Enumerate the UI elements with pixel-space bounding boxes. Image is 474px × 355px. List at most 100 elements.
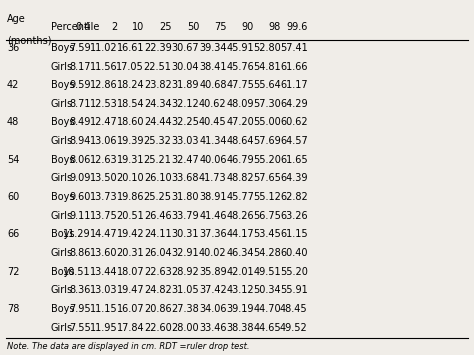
Text: 12.47: 12.47: [90, 118, 117, 127]
Text: 40.62: 40.62: [199, 99, 227, 109]
Text: 33.79: 33.79: [172, 211, 199, 221]
Text: 60.40: 60.40: [280, 248, 308, 258]
Text: 55.64: 55.64: [253, 80, 281, 90]
Text: 46.79: 46.79: [227, 155, 254, 165]
Text: 47.75: 47.75: [226, 80, 254, 90]
Text: 13.73: 13.73: [90, 192, 117, 202]
Text: 12.53: 12.53: [90, 99, 117, 109]
Text: 9.11: 9.11: [70, 211, 91, 221]
Text: 24.44: 24.44: [144, 118, 172, 127]
Text: 33.46: 33.46: [199, 323, 227, 333]
Text: 13.75: 13.75: [90, 211, 117, 221]
Text: Boys: Boys: [51, 118, 74, 127]
Text: Boys: Boys: [51, 155, 74, 165]
Text: 43.12: 43.12: [227, 285, 254, 295]
Text: 61.15: 61.15: [280, 229, 308, 239]
Text: 31.80: 31.80: [172, 192, 199, 202]
Text: 48.82: 48.82: [227, 174, 254, 184]
Text: 8.17: 8.17: [69, 61, 91, 72]
Text: Age: Age: [7, 14, 26, 24]
Text: 34.06: 34.06: [199, 304, 227, 314]
Text: 55.20: 55.20: [280, 267, 308, 277]
Text: 0.4: 0.4: [76, 22, 91, 32]
Text: Boys: Boys: [51, 267, 74, 277]
Text: 49.52: 49.52: [280, 323, 308, 333]
Text: 42: 42: [7, 80, 19, 90]
Text: 40.06: 40.06: [199, 155, 227, 165]
Text: 54.81: 54.81: [253, 61, 281, 72]
Text: 44.65: 44.65: [253, 323, 281, 333]
Text: 24.34: 24.34: [144, 99, 172, 109]
Text: 48.26: 48.26: [227, 211, 254, 221]
Text: 55.20: 55.20: [253, 155, 281, 165]
Text: 18.54: 18.54: [117, 99, 144, 109]
Text: 11.56: 11.56: [90, 61, 117, 72]
Text: 8.94: 8.94: [70, 136, 91, 146]
Text: 55.12: 55.12: [253, 192, 281, 202]
Text: 72: 72: [7, 267, 19, 277]
Text: 40.02: 40.02: [199, 248, 227, 258]
Text: 48.64: 48.64: [227, 136, 254, 146]
Text: 28.92: 28.92: [172, 267, 199, 277]
Text: 26.46: 26.46: [144, 211, 172, 221]
Text: 20.86: 20.86: [144, 304, 172, 314]
Text: 30.67: 30.67: [172, 43, 199, 53]
Text: 32.47: 32.47: [172, 155, 199, 165]
Text: 20.51: 20.51: [117, 211, 144, 221]
Text: Girls: Girls: [51, 285, 73, 295]
Text: 39.19: 39.19: [227, 304, 254, 314]
Text: Girls: Girls: [51, 61, 73, 72]
Text: 13.44: 13.44: [90, 267, 117, 277]
Text: 2: 2: [111, 22, 117, 32]
Text: 9.60: 9.60: [70, 192, 91, 202]
Text: 37.42: 37.42: [199, 285, 227, 295]
Text: 36: 36: [7, 43, 19, 53]
Text: 16.07: 16.07: [117, 304, 144, 314]
Text: 18.07: 18.07: [117, 267, 144, 277]
Text: 47.20: 47.20: [226, 118, 254, 127]
Text: Percentile: Percentile: [51, 22, 99, 32]
Text: 40.68: 40.68: [199, 80, 227, 90]
Text: (months): (months): [7, 36, 52, 45]
Text: 90: 90: [242, 22, 254, 32]
Text: 11.29: 11.29: [64, 229, 91, 239]
Text: 41.34: 41.34: [199, 136, 227, 146]
Text: 9.09: 9.09: [70, 174, 91, 184]
Text: 27.38: 27.38: [172, 304, 199, 314]
Text: 33.03: 33.03: [172, 136, 199, 146]
Text: 9.59: 9.59: [69, 80, 91, 90]
Text: 19.39: 19.39: [117, 136, 144, 146]
Text: 57.69: 57.69: [253, 136, 281, 146]
Text: 60.62: 60.62: [280, 118, 308, 127]
Text: 7.55: 7.55: [69, 323, 91, 333]
Text: 22.51: 22.51: [144, 61, 172, 72]
Text: 57.30: 57.30: [253, 99, 281, 109]
Text: 24.82: 24.82: [144, 285, 172, 295]
Text: 50.34: 50.34: [253, 285, 281, 295]
Text: 26.10: 26.10: [144, 174, 172, 184]
Text: 12.63: 12.63: [90, 155, 117, 165]
Text: 19.86: 19.86: [117, 192, 144, 202]
Text: 41.73: 41.73: [199, 174, 227, 184]
Text: 10: 10: [132, 22, 144, 32]
Text: 54: 54: [7, 155, 19, 165]
Text: 25.32: 25.32: [144, 136, 172, 146]
Text: 64.57: 64.57: [280, 136, 308, 146]
Text: 38.38: 38.38: [227, 323, 254, 333]
Text: 66: 66: [7, 229, 19, 239]
Text: 11.95: 11.95: [90, 323, 117, 333]
Text: 99.6: 99.6: [286, 22, 308, 32]
Text: Boys: Boys: [51, 43, 74, 53]
Text: Boys: Boys: [51, 229, 74, 239]
Text: 38.41: 38.41: [199, 61, 227, 72]
Text: Girls: Girls: [51, 136, 73, 146]
Text: 8.86: 8.86: [70, 248, 91, 258]
Text: 53.45: 53.45: [253, 229, 281, 239]
Text: 45.91: 45.91: [227, 43, 254, 53]
Text: 10.51: 10.51: [64, 267, 91, 277]
Text: 13.60: 13.60: [90, 248, 117, 258]
Text: 48.09: 48.09: [227, 99, 254, 109]
Text: 17.05: 17.05: [117, 61, 144, 72]
Text: 45.76: 45.76: [226, 61, 254, 72]
Text: 49.51: 49.51: [253, 267, 281, 277]
